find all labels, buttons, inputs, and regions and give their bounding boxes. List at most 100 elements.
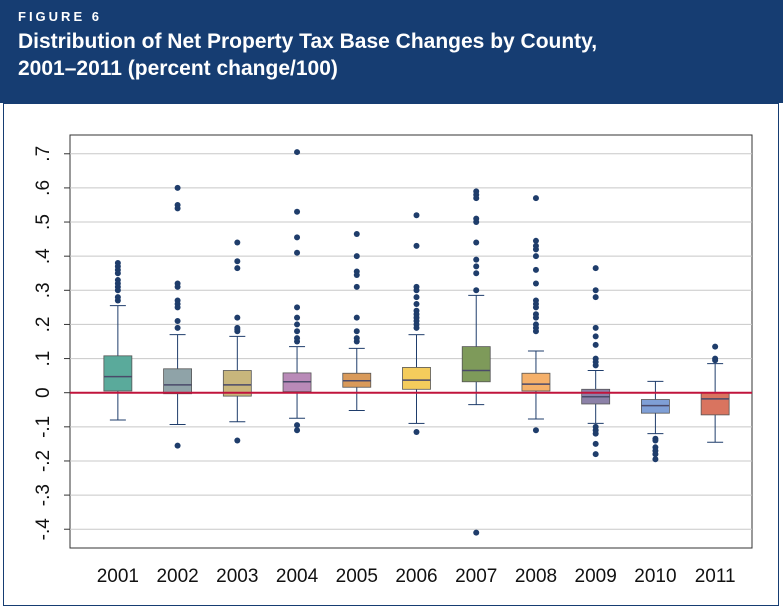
outlier: [592, 440, 599, 447]
y-tick-label: -.4: [33, 518, 54, 541]
y-tick-label: .4: [33, 248, 54, 264]
outlier: [353, 283, 360, 290]
chart-title: Distribution of Net Property Tax Base Ch…: [18, 28, 597, 82]
outlier: [712, 343, 719, 350]
box: [163, 368, 192, 395]
box: [461, 346, 491, 383]
outlier: [532, 280, 539, 287]
outlier: [114, 287, 121, 294]
outlier: [652, 456, 659, 463]
box: [700, 392, 730, 416]
y-tick-label: .3: [33, 282, 54, 298]
outlier: [532, 266, 539, 273]
outlier: [592, 333, 599, 340]
outlier: [234, 437, 241, 444]
outlier: [114, 270, 121, 277]
outlier: [473, 195, 480, 202]
x-tick-label: 2004: [276, 566, 319, 587]
outlier: [592, 430, 599, 437]
outlier: [294, 328, 301, 335]
outlier: [652, 437, 659, 444]
outlier: [413, 287, 420, 294]
outlier: [413, 300, 420, 307]
outlier: [294, 149, 301, 156]
outlier: [712, 357, 719, 364]
box: [103, 355, 133, 392]
y-tick-label: .7: [33, 146, 54, 162]
y-tick-label: -.1: [33, 416, 54, 438]
plot-area: [69, 134, 753, 549]
outlier: [174, 184, 181, 191]
outlier: [174, 304, 181, 311]
outlier: [532, 246, 539, 253]
outlier: [413, 294, 420, 301]
outlier: [294, 427, 301, 434]
outlier: [592, 324, 599, 331]
y-tick-label: .6: [33, 180, 54, 196]
outlier: [294, 208, 301, 215]
outlier: [413, 242, 420, 249]
outlier: [532, 314, 539, 321]
outlier: [532, 427, 539, 434]
outlier: [174, 442, 181, 449]
outlier: [413, 212, 420, 219]
outlier: [294, 249, 301, 256]
y-tick-label: .5: [33, 214, 54, 230]
outlier: [473, 239, 480, 246]
x-tick-label: 2008: [515, 566, 557, 587]
outlier: [652, 451, 659, 458]
outlier: [592, 451, 599, 458]
outlier: [473, 263, 480, 270]
outlier: [413, 428, 420, 435]
outlier: [532, 237, 539, 244]
outlier: [592, 362, 599, 369]
outlier: [294, 321, 301, 328]
outlier: [473, 529, 480, 536]
box: [402, 367, 431, 390]
outlier: [174, 324, 181, 331]
outlier: [234, 265, 241, 272]
x-tick-label: 2009: [575, 566, 617, 587]
outlier: [294, 314, 301, 321]
outlier: [532, 253, 539, 260]
outlier: [592, 265, 599, 272]
x-tick-label: 2003: [216, 566, 258, 587]
outlier: [294, 234, 301, 241]
y-tick-label: .2: [33, 317, 54, 333]
outlier: [592, 294, 599, 301]
x-tick-label: 2007: [455, 566, 497, 587]
y-tick-label: .1: [33, 351, 54, 367]
outlier: [473, 256, 480, 263]
outlier: [532, 328, 539, 335]
outlier: [294, 338, 301, 345]
y-tick-label: 0: [33, 387, 54, 398]
y-tick-label: -.3: [33, 484, 54, 506]
outlier: [473, 270, 480, 277]
outlier: [473, 219, 480, 226]
box: [521, 372, 551, 392]
outlier: [234, 239, 241, 246]
x-tick-label: 2006: [395, 566, 437, 587]
outlier: [294, 422, 301, 429]
title-line: Distribution of Net Property Tax Base Ch…: [18, 30, 598, 53]
x-tick-label: 2001: [97, 566, 139, 587]
outlier: [353, 314, 360, 321]
x-tick-label: 2011: [695, 566, 736, 587]
y-tick-label: -.2: [33, 450, 54, 472]
outlier: [174, 205, 181, 212]
outlier: [353, 271, 360, 278]
outlier: [234, 258, 241, 265]
outlier: [353, 230, 360, 237]
outlier: [353, 328, 360, 335]
outlier: [174, 318, 181, 325]
x-tick-label: 2002: [156, 566, 198, 587]
x-tick-label: 2010: [634, 566, 676, 587]
outlier: [174, 283, 181, 290]
outlier: [592, 341, 599, 348]
outlier: [234, 328, 241, 335]
outlier: [532, 195, 539, 202]
outlier: [114, 297, 121, 304]
outlier: [473, 287, 480, 294]
